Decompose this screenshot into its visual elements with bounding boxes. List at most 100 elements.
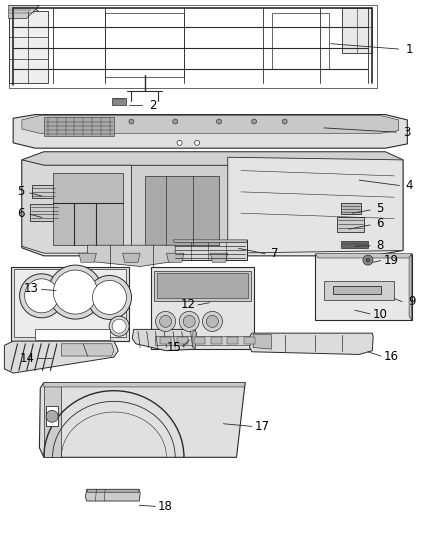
Text: 4: 4 [406,179,413,192]
Text: 10: 10 [373,308,388,321]
Circle shape [25,279,59,313]
Bar [112,98,126,105]
Polygon shape [250,333,373,354]
Circle shape [53,270,97,314]
Polygon shape [315,254,412,258]
Polygon shape [14,269,126,337]
Circle shape [183,316,195,327]
Polygon shape [44,383,245,387]
Polygon shape [341,203,361,214]
Text: 1: 1 [406,43,413,55]
Circle shape [20,274,64,318]
Polygon shape [61,344,114,356]
Text: 9: 9 [408,295,416,308]
Polygon shape [194,337,205,344]
Polygon shape [155,336,250,345]
Polygon shape [22,116,399,133]
Text: 8: 8 [377,239,384,252]
Polygon shape [44,117,114,136]
Polygon shape [151,266,254,349]
Circle shape [112,319,126,333]
Polygon shape [9,5,377,88]
Polygon shape [39,383,245,457]
Polygon shape [324,281,394,300]
Polygon shape [227,337,238,344]
Circle shape [177,140,182,146]
Text: 14: 14 [20,352,35,365]
Polygon shape [157,273,248,298]
Text: 3: 3 [403,126,410,139]
Circle shape [92,280,127,314]
Circle shape [179,311,199,332]
Circle shape [159,316,172,327]
Polygon shape [22,160,131,253]
Polygon shape [177,337,188,344]
Polygon shape [53,173,123,245]
Circle shape [216,119,222,124]
Polygon shape [132,329,196,351]
Polygon shape [145,176,219,245]
Polygon shape [341,241,368,248]
Text: 6: 6 [17,207,25,220]
Text: 12: 12 [181,298,196,311]
Polygon shape [22,152,403,256]
Polygon shape [210,253,228,262]
Polygon shape [131,165,228,253]
Circle shape [48,265,102,319]
Polygon shape [87,489,139,492]
Polygon shape [173,240,247,243]
Text: 17: 17 [254,420,269,433]
Text: 5: 5 [18,185,25,198]
Polygon shape [9,11,48,83]
Polygon shape [13,115,407,148]
Polygon shape [85,489,140,501]
Polygon shape [166,253,184,262]
Circle shape [202,311,223,332]
Polygon shape [253,335,272,349]
Text: 6: 6 [376,217,384,230]
Polygon shape [11,266,129,341]
Circle shape [194,140,200,146]
Polygon shape [154,271,251,301]
Polygon shape [123,253,140,262]
Polygon shape [4,341,118,373]
Polygon shape [105,13,184,77]
Circle shape [206,316,219,327]
Polygon shape [272,13,328,69]
Polygon shape [315,254,412,320]
Circle shape [155,311,176,332]
Text: 19: 19 [383,254,398,266]
Polygon shape [30,204,59,221]
Polygon shape [79,253,96,262]
Circle shape [366,258,370,262]
Polygon shape [35,329,110,340]
Polygon shape [88,245,175,266]
Polygon shape [9,5,39,19]
Circle shape [46,410,58,422]
Polygon shape [333,286,381,294]
Polygon shape [193,329,196,349]
Text: 13: 13 [24,282,39,295]
Text: 15: 15 [167,341,182,354]
Text: 16: 16 [383,350,398,362]
Polygon shape [409,254,412,320]
Polygon shape [228,157,403,253]
Polygon shape [342,8,372,53]
Polygon shape [46,406,58,426]
Polygon shape [337,217,364,232]
Text: 5: 5 [377,203,384,215]
Text: 18: 18 [158,500,173,513]
Polygon shape [22,152,403,165]
Text: 2: 2 [148,99,156,112]
Circle shape [363,255,373,265]
Circle shape [88,276,131,319]
Polygon shape [244,337,255,344]
Polygon shape [173,240,247,260]
Circle shape [251,119,257,124]
Polygon shape [160,337,171,344]
Text: 7: 7 [271,247,279,260]
Polygon shape [211,337,222,344]
Circle shape [282,119,287,124]
Circle shape [173,119,178,124]
Polygon shape [32,185,56,198]
